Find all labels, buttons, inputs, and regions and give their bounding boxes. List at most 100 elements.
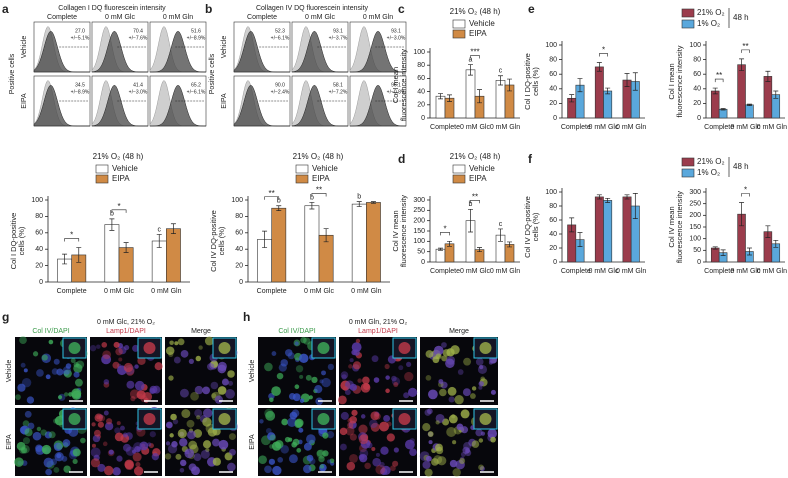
micro-cell [391, 377, 401, 386]
micro-cell [188, 440, 198, 450]
x-tick-label: 0 mM Glc [460, 268, 490, 275]
micro-cell [409, 448, 417, 457]
micro-cell [136, 390, 146, 400]
micro-cell [340, 411, 349, 420]
micro-cell [14, 457, 24, 467]
micro-cell [73, 361, 79, 368]
micro-cell [23, 368, 28, 373]
error-bar [569, 217, 575, 233]
micro-cell [36, 369, 44, 377]
y-tick-label: 0 [421, 259, 425, 266]
micro-cell [373, 412, 381, 420]
y-axis-label: Col IV mean [391, 210, 400, 251]
micro-cell [386, 421, 392, 427]
significance-mark: ** [716, 71, 722, 80]
significance-mark: ** [269, 189, 275, 198]
error-bar [773, 90, 779, 99]
flow-value: 58.1 [333, 82, 343, 88]
micro-cell [173, 356, 181, 364]
micro-cell [169, 433, 174, 438]
error-bar [624, 194, 630, 200]
micro-cell [349, 383, 357, 391]
bar [594, 196, 604, 263]
flow-value: 70.4 [133, 28, 143, 34]
micro-column: Merge [449, 328, 469, 335]
bar [718, 108, 728, 119]
micro-cell [165, 441, 171, 446]
legend-swatch [95, 174, 109, 184]
panel-label: d [398, 152, 405, 166]
micro-cell [288, 454, 298, 464]
micro-cell [360, 414, 366, 419]
micro-cell [114, 432, 124, 442]
micro-inset-cell [479, 342, 492, 354]
micro-cell [126, 380, 135, 389]
micro-cell [63, 465, 71, 473]
micro-cell [212, 457, 221, 466]
micro-cell [204, 336, 214, 346]
micro-title: 0 mM Gln, 21% O₂ [349, 319, 408, 326]
error-bar [765, 70, 771, 82]
micro-cell [427, 408, 433, 415]
significance-bracket [741, 49, 750, 53]
micro-cell [425, 375, 432, 381]
y-tick-label: 40 [35, 246, 43, 253]
x-tick-label: 0 mM Glc [104, 288, 134, 295]
micro-cell [45, 468, 52, 476]
micro-cell [383, 415, 391, 422]
micro-cell [451, 414, 456, 419]
micro-cell [438, 379, 444, 384]
bar [603, 90, 613, 119]
micro-cell [20, 362, 26, 368]
micro-cell [41, 354, 48, 361]
flow-value: 90.0 [275, 82, 285, 88]
micro-cell [460, 409, 470, 419]
significance-bracket [111, 209, 127, 213]
y-axis-label: Col IV DQ-positive [209, 210, 218, 272]
micro-cell [326, 431, 335, 439]
micro-cell [478, 381, 484, 387]
micro-cell [284, 436, 291, 443]
micro-cell [277, 456, 284, 463]
micro-cell [101, 354, 112, 365]
micro-inset-cell [398, 413, 411, 425]
micro-inset-cell [479, 413, 492, 425]
y-axis-label: fluorescence intensity [675, 45, 684, 117]
micro-cell [392, 460, 399, 467]
significance-mark: * [70, 231, 73, 240]
micro-cell [202, 417, 212, 427]
micro-cell [73, 371, 80, 378]
micro-cell [40, 429, 47, 436]
flow-pct: +/−5.1% [71, 35, 90, 41]
group-letter: b [310, 194, 314, 201]
micro-cell [177, 338, 185, 346]
y-tick-label: 100 [413, 238, 425, 245]
micro-cell [348, 364, 353, 369]
micro-cell [428, 389, 438, 400]
micro-cell [70, 358, 76, 364]
micro-title: 0 mM Glc, 21% O₂ [97, 319, 155, 326]
micro-cell [404, 371, 414, 382]
micro-cell [217, 386, 227, 395]
legend-swatch [452, 29, 466, 39]
y-tick-label: 20 [549, 100, 557, 107]
x-tick-label: 0 mM Gln [757, 268, 787, 275]
x-tick-label: Complete [257, 288, 287, 295]
y-tick-label: 20 [417, 102, 425, 109]
flow-column: Complete [47, 14, 77, 21]
micro-cell [106, 418, 113, 425]
micro-cell [379, 421, 389, 432]
micro-inset-cell [317, 342, 330, 354]
legend-swatch [295, 174, 309, 184]
micro-cell [264, 408, 274, 418]
chart-title: 21% O₂ (48 h) [450, 7, 501, 16]
error-bar [577, 78, 583, 93]
chart-title: 21% O₂ (48 h) [450, 152, 501, 161]
micro-cell [184, 448, 195, 459]
flow-value: 93.1 [391, 28, 401, 34]
micro-cell [24, 428, 33, 437]
y-tick-label: 0 [553, 259, 557, 266]
flow-row-label: EIPA [21, 93, 28, 109]
y-tick-label: 80 [35, 213, 43, 220]
panel-label: h [243, 310, 250, 324]
